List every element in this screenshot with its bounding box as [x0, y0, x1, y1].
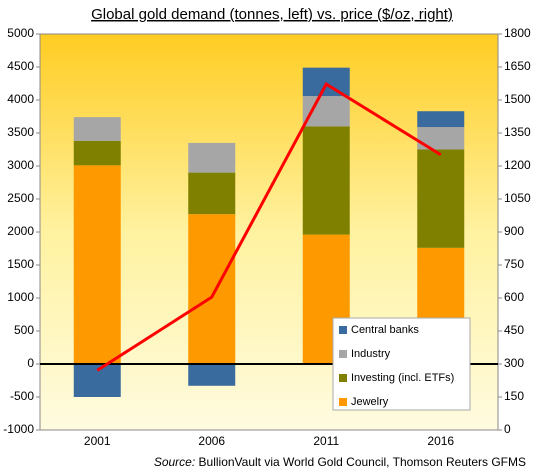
legend-label: Central banks: [351, 324, 419, 336]
y2-tick-label: 450: [504, 323, 524, 337]
legend-label: Investing (incl. ETFs): [351, 372, 454, 384]
y-tick-label: -1000: [3, 422, 34, 436]
x-tick-label: 2001: [84, 434, 111, 448]
y2-tick-label: 1800: [504, 26, 531, 40]
y2-tick-label: 600: [504, 290, 524, 304]
bar-segment: [302, 126, 350, 235]
y-tick-label: 2000: [7, 224, 34, 238]
y2-tick-label: 1650: [504, 59, 531, 73]
y-tick-label: 5000: [7, 26, 34, 40]
x-tick-label: 2006: [198, 434, 225, 448]
x-tick-label: 2016: [427, 434, 454, 448]
y2-tick-label: 1350: [504, 125, 531, 139]
source-text: BullionVault via World Gold Council, Tho…: [199, 455, 526, 469]
bar-segment: [73, 117, 121, 141]
bar-segment: [188, 142, 236, 173]
y2-tick-label: 0: [504, 422, 511, 436]
bar-segment: [302, 96, 350, 127]
y2-tick-label: 1500: [504, 92, 531, 106]
legend-swatch: [339, 398, 347, 406]
bar-segment: [188, 214, 236, 364]
chart-title: Global gold demand (tonnes, left) vs. pr…: [91, 6, 453, 23]
y-tick-label: 1000: [7, 290, 34, 304]
x-tick-label: 2011: [313, 434, 339, 448]
y-tick-label: 1500: [7, 257, 34, 271]
y2-tick-label: 900: [504, 224, 524, 238]
legend-swatch: [339, 374, 347, 382]
y-tick-label: 3500: [7, 125, 34, 139]
legend-box: [332, 317, 471, 411]
y-tick-label: 0: [27, 356, 34, 370]
bar-segment: [188, 172, 236, 215]
price-line: [96, 82, 442, 372]
y-tick-label: 500: [14, 323, 34, 337]
bar-segment: [73, 165, 121, 364]
y2-tick-label: 300: [504, 356, 524, 370]
legend-label: Industry: [351, 348, 391, 360]
legend-swatch: [339, 326, 347, 334]
y-tick-label: 4000: [7, 92, 34, 106]
y-tick-label: 3000: [7, 158, 34, 172]
bar-segment: [73, 140, 121, 166]
y-tick-label: 4500: [7, 59, 34, 73]
bar-segment: [417, 127, 465, 150]
y2-tick-label: 1050: [504, 191, 531, 205]
y2-tick-label: 1200: [504, 158, 531, 172]
y-tick-label: 2500: [7, 191, 34, 205]
source-label: Source:: [154, 455, 195, 469]
y-tick-label: -500: [10, 389, 34, 403]
source: Source: BullionVault via World Gold Coun…: [154, 455, 526, 469]
y2-tick-label: 150: [504, 389, 524, 403]
bar-segment: [417, 111, 465, 128]
y2-tick-label: 750: [504, 257, 524, 271]
bar-segment: [417, 149, 465, 248]
bar-segment: [188, 364, 236, 386]
legend-label: Jewelry: [351, 396, 389, 408]
bar-segment: [302, 67, 350, 97]
legend-swatch: [339, 350, 347, 358]
